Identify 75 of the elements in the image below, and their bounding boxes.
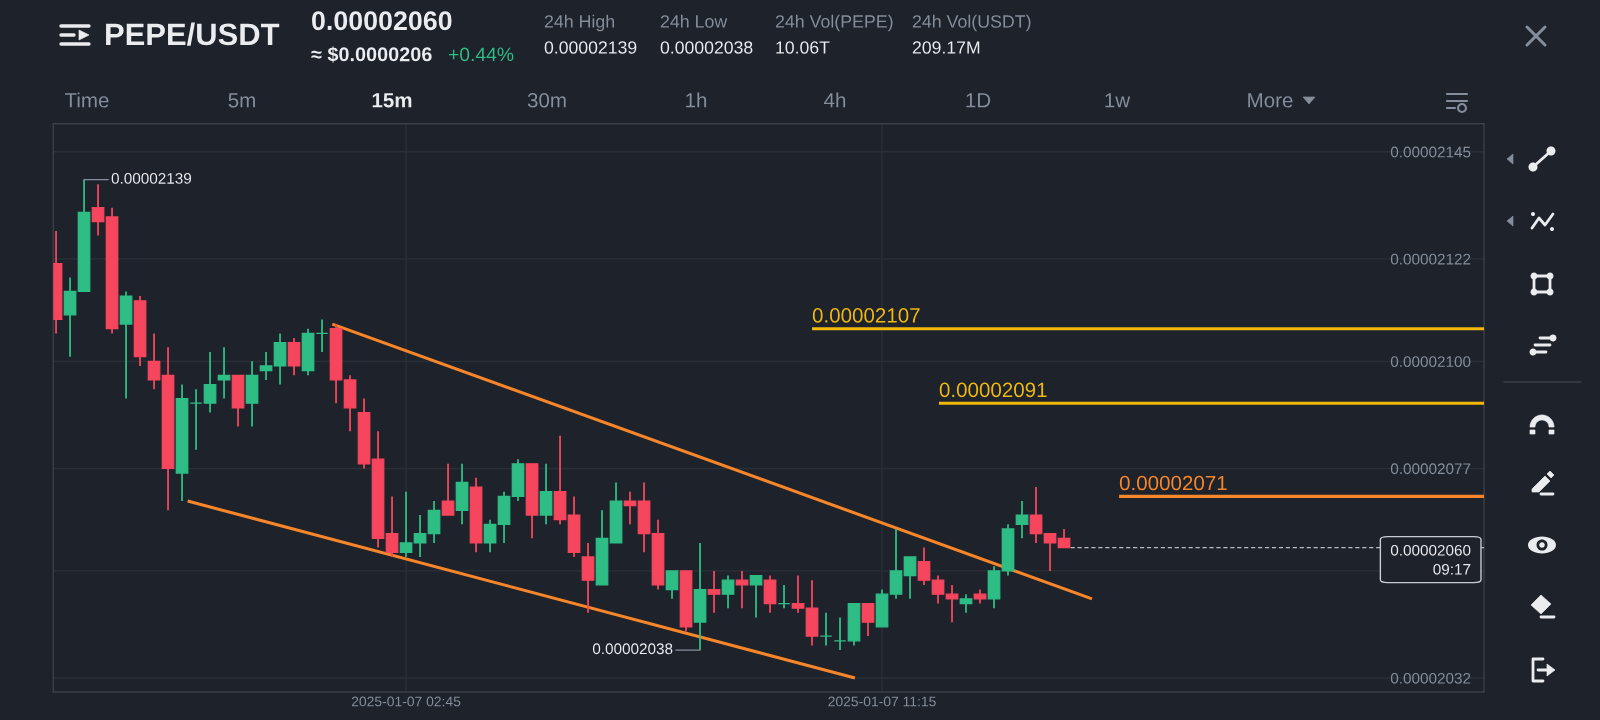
candlestick (721, 574, 735, 610)
candlestick (63, 276, 77, 358)
text: Time (65, 92, 109, 108)
text: 10.06T (776, 41, 830, 54)
text: +0.44% (448, 47, 514, 62)
candlestick (931, 574, 945, 605)
candlestick (959, 593, 973, 614)
y-tick-label: 0.00002122 (1390, 253, 1471, 265)
candlestick (791, 574, 805, 614)
annotation: 0.00002038 (592, 643, 673, 655)
text: ≈ $0.0000206 (311, 46, 432, 63)
y-tick-label: 0.00002077 (1390, 463, 1471, 475)
candlestick (147, 332, 161, 391)
candlestick (259, 351, 273, 381)
candlestick (889, 528, 903, 600)
x-tick-label: 2025-01-07 02:45 (351, 696, 461, 707)
candlestick (287, 337, 301, 377)
candlestick (483, 518, 497, 554)
text: More (1248, 93, 1293, 108)
candlestick (189, 388, 203, 451)
candlestick (861, 602, 875, 638)
candlestick (833, 616, 847, 651)
text: 30m (527, 92, 566, 108)
candlestick (623, 490, 637, 526)
text: 15m (372, 93, 412, 108)
candlestick (763, 574, 777, 614)
text: 24h Vol(PEPE) (775, 14, 893, 32)
candlestick (735, 570, 749, 610)
text: 0.00002139 (544, 41, 637, 54)
candlestick (441, 462, 455, 516)
text: 209.17M (912, 41, 980, 54)
candlestick (665, 570, 679, 600)
candlestick (91, 183, 105, 237)
candlestick (581, 542, 595, 614)
text: 24h Low (660, 14, 728, 28)
text: 24h Vol(USDT) (912, 14, 1031, 32)
candlestick (1043, 532, 1057, 572)
chart-title: PEPE/USDT (106, 22, 280, 46)
candlestick (399, 490, 413, 558)
candlestick (217, 346, 231, 400)
x-tick-label: 2025-01-07 11:15 (828, 696, 936, 707)
y-tick-label: 0.00002032 (1390, 672, 1471, 684)
y-tick-label: 0.00002100 (1390, 356, 1471, 368)
text: 1D (966, 93, 991, 108)
candlestick (385, 495, 399, 558)
series-label: 0.00002071 (1119, 475, 1227, 491)
candlestick (539, 462, 553, 526)
candlestick (413, 514, 427, 558)
text: 1h (686, 92, 707, 108)
candlestick (315, 318, 329, 353)
candlestick (945, 583, 959, 624)
series-label: 0.00002091 (939, 382, 1047, 398)
annotation: 09:17 (1433, 563, 1471, 575)
candlestick (273, 332, 287, 386)
series-label: 0.00002060 (1390, 544, 1471, 556)
text: 1w (1105, 93, 1131, 108)
candlestick (1015, 500, 1029, 540)
candlestick (1029, 486, 1043, 544)
text: 4h (824, 92, 846, 108)
candlestick (203, 351, 217, 414)
candlestick (917, 546, 931, 586)
text: 24h High (544, 14, 615, 32)
candlestick (427, 500, 441, 544)
candlestick (707, 570, 721, 614)
text: 0.00002038 (660, 41, 753, 54)
candlestick (749, 574, 763, 619)
chart-subtitle: 0.00002060 (312, 11, 452, 31)
series-label: 0.00002107 (812, 308, 920, 323)
candlestick (903, 556, 917, 600)
candlestick (819, 611, 833, 647)
candlestick (1057, 528, 1071, 549)
text: 5m (228, 93, 255, 108)
y-tick-label: 0.00002145 (1390, 146, 1471, 158)
annotation: 0.00002139 (111, 172, 192, 184)
candlestick (777, 583, 791, 610)
